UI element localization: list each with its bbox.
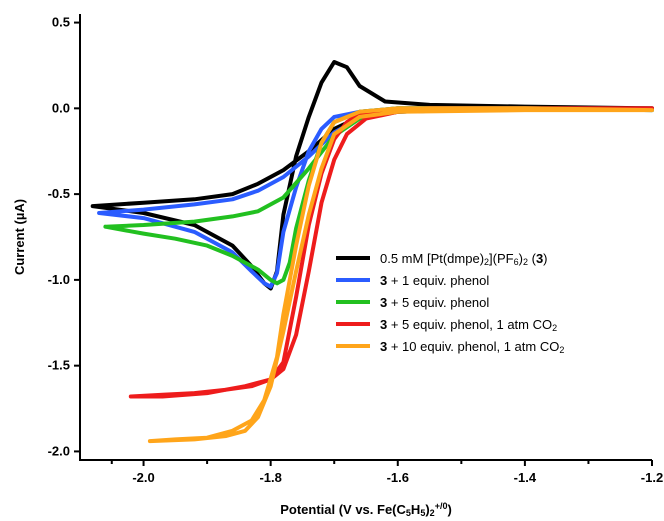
x-tick-label: -1.4 — [514, 470, 537, 485]
legend-label-5: 3 + 10 equiv. phenol, 1 atm CO2 — [380, 339, 564, 355]
x-tick-label: -1.6 — [387, 470, 409, 485]
legend-label-3: 3 + 5 equiv. phenol — [380, 295, 489, 310]
legend-label-2: 3 + 1 equiv. phenol — [380, 273, 489, 288]
x-axis-label: Potential (V vs. Fe(C5H5)2+/0) — [280, 501, 452, 519]
y-tick-label: -2.0 — [48, 443, 70, 458]
legend-label-1: 0.5 mM [Pt(dmpe)2](PF6)2 (3) — [380, 251, 548, 267]
legend-label-4: 3 + 5 equiv. phenol, 1 atm CO2 — [380, 317, 557, 333]
x-tick-label: -2.0 — [132, 470, 154, 485]
y-tick-label: 0.0 — [52, 100, 70, 115]
series-curve-2 — [97, 106, 654, 289]
y-tick-label: -1.0 — [48, 272, 70, 287]
y-tick-label: -0.5 — [48, 186, 70, 201]
series-curve-1 — [90, 60, 654, 291]
y-axis-label: Current (µA) — [12, 199, 27, 275]
x-tick-label: -1.8 — [259, 470, 281, 485]
series-curve-5 — [147, 106, 654, 444]
y-tick-label: 0.5 — [52, 15, 70, 30]
x-tick-label: -1.2 — [641, 470, 663, 485]
series-curve-3 — [103, 106, 654, 286]
y-tick-label: -1.5 — [48, 358, 70, 373]
